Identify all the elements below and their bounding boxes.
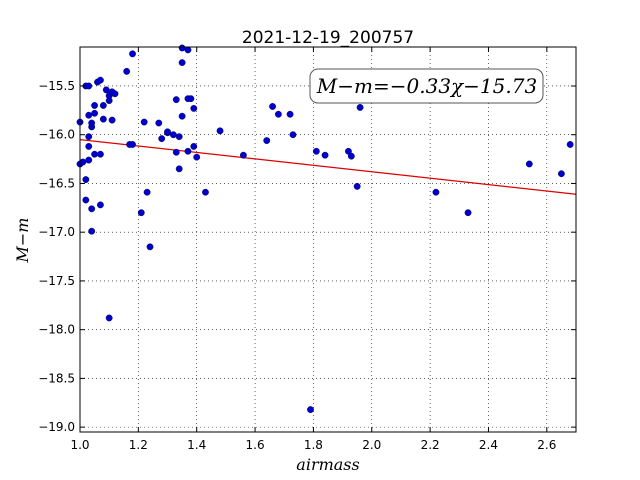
data-point bbox=[558, 170, 565, 178]
data-point bbox=[525, 160, 533, 168]
y-tick-label: −15.5 bbox=[38, 79, 75, 93]
data-point bbox=[158, 135, 166, 143]
data-point bbox=[105, 314, 113, 322]
data-point bbox=[129, 50, 136, 58]
fit-line bbox=[79, 138, 577, 195]
data-point bbox=[464, 209, 472, 217]
data-point bbox=[99, 102, 107, 109]
data-point bbox=[91, 102, 98, 109]
data-point bbox=[202, 188, 209, 196]
data-point bbox=[97, 150, 104, 158]
y-tick-label: −18.0 bbox=[38, 323, 75, 337]
data-point bbox=[347, 152, 355, 160]
data-point bbox=[178, 112, 186, 120]
data-point bbox=[146, 243, 154, 251]
data-point bbox=[175, 133, 183, 141]
x-tick-label: 2.2 bbox=[421, 438, 440, 452]
data-point bbox=[155, 119, 163, 127]
data-point bbox=[88, 227, 96, 235]
y-axis-label: M−m bbox=[13, 218, 32, 264]
data-point bbox=[140, 118, 148, 126]
data-point bbox=[111, 90, 119, 98]
x-tick-label: 1.8 bbox=[304, 438, 323, 452]
x-axis-label: airmass bbox=[296, 455, 359, 474]
y-tick-label: −16.0 bbox=[38, 128, 75, 142]
data-point bbox=[307, 406, 314, 413]
x-tick-label: 1.4 bbox=[187, 438, 206, 452]
data-point bbox=[164, 128, 171, 136]
data-point bbox=[190, 143, 198, 150]
axis-ticks: 1.0 1.2 1.4 1.6 1.8 2.0 2.2 2.4 2.6 −15.5 −16.0 −16… bbox=[38, 47, 576, 452]
data-point bbox=[82, 196, 90, 204]
data-point bbox=[85, 133, 93, 141]
data-point bbox=[108, 116, 116, 124]
y-tick-label: −17.0 bbox=[38, 225, 75, 239]
data-point bbox=[97, 201, 104, 209]
data-points bbox=[76, 44, 574, 413]
fit-annotation: M−m=−0.33χ−15.73 bbox=[309, 68, 544, 104]
y-tick-label: −19.0 bbox=[38, 420, 75, 434]
data-point bbox=[102, 86, 110, 94]
annotation-box bbox=[309, 68, 544, 104]
data-point bbox=[432, 188, 440, 196]
plot-frame bbox=[79, 46, 577, 433]
data-point bbox=[263, 137, 271, 144]
x-tick-label: 1.6 bbox=[246, 438, 265, 452]
annotation-text: M−m=−0.33χ−15.73 bbox=[316, 74, 537, 98]
y-tick-label: −18.5 bbox=[38, 371, 75, 385]
data-point bbox=[184, 46, 192, 54]
x-tick-label: 1.2 bbox=[129, 438, 148, 452]
data-point bbox=[172, 148, 180, 156]
data-point bbox=[353, 182, 361, 190]
y-tick-label: −17.5 bbox=[38, 274, 75, 288]
data-point bbox=[85, 111, 93, 119]
fit-line-group bbox=[79, 138, 577, 195]
data-point bbox=[321, 151, 329, 159]
data-point bbox=[286, 110, 294, 118]
data-point bbox=[184, 147, 192, 155]
data-point bbox=[85, 143, 93, 150]
data-point bbox=[172, 96, 180, 104]
data-point bbox=[566, 141, 574, 148]
data-point bbox=[85, 82, 93, 90]
data-point bbox=[169, 131, 177, 139]
data-point bbox=[178, 44, 186, 52]
data-point bbox=[79, 158, 87, 166]
x-tick-label: 2.4 bbox=[479, 438, 498, 452]
grid-lines bbox=[80, 47, 576, 432]
data-point bbox=[137, 209, 145, 217]
data-point bbox=[91, 109, 98, 117]
data-point bbox=[129, 141, 136, 148]
data-point bbox=[82, 176, 90, 183]
data-point bbox=[193, 153, 201, 161]
data-point bbox=[88, 205, 96, 213]
data-point bbox=[175, 165, 183, 173]
data-point bbox=[178, 59, 186, 66]
data-point bbox=[99, 115, 107, 123]
data-point bbox=[216, 127, 224, 135]
chart-title: 2021-12-19_200757 bbox=[242, 28, 414, 48]
data-point bbox=[356, 104, 364, 111]
y-tick-label: −16.5 bbox=[38, 176, 75, 190]
data-point bbox=[274, 110, 282, 118]
data-point bbox=[88, 119, 96, 127]
data-point bbox=[239, 151, 247, 159]
x-tick-label: 2.6 bbox=[537, 438, 556, 452]
data-point bbox=[190, 105, 198, 112]
data-point bbox=[91, 150, 98, 158]
x-tick-label: 1.0 bbox=[70, 438, 89, 452]
data-point bbox=[143, 188, 151, 196]
data-point bbox=[312, 147, 320, 155]
data-point bbox=[85, 156, 93, 164]
data-point bbox=[187, 95, 195, 103]
data-point bbox=[123, 67, 131, 75]
data-point bbox=[97, 76, 104, 84]
data-point bbox=[289, 131, 297, 139]
x-tick-label: 2.0 bbox=[362, 438, 381, 452]
data-point bbox=[269, 103, 276, 110]
